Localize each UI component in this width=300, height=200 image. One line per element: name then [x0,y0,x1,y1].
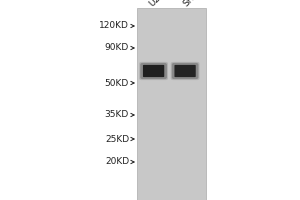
Text: 50KD: 50KD [105,78,129,88]
FancyBboxPatch shape [140,63,167,79]
Text: 35KD: 35KD [105,110,129,119]
Text: 20KD: 20KD [105,158,129,166]
Text: U251: U251 [147,0,170,8]
Text: 90KD: 90KD [105,44,129,52]
FancyBboxPatch shape [172,63,199,79]
FancyBboxPatch shape [139,62,168,80]
FancyBboxPatch shape [171,62,200,80]
Bar [136,8,206,200]
FancyBboxPatch shape [143,65,164,77]
FancyBboxPatch shape [175,65,196,77]
Text: 120KD: 120KD [99,21,129,30]
Text: 25KD: 25KD [105,134,129,144]
Text: SH-SY5Y: SH-SY5Y [181,0,214,8]
